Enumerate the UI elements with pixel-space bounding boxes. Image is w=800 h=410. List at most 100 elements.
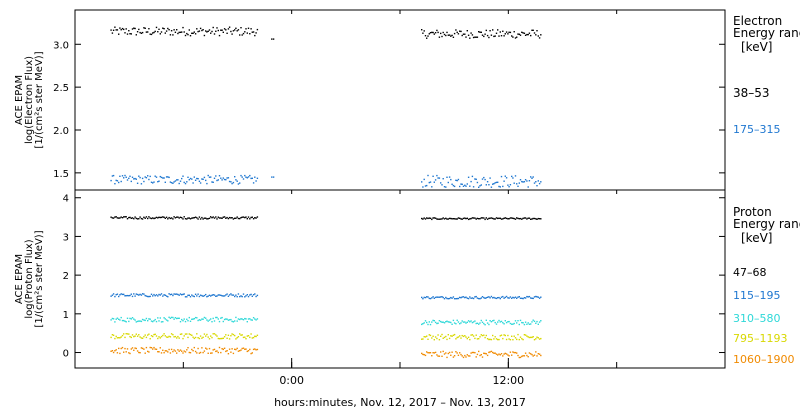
data-point xyxy=(459,323,461,325)
data-point xyxy=(196,352,198,354)
data-point xyxy=(212,181,214,183)
data-point xyxy=(206,296,208,298)
data-point xyxy=(424,185,427,187)
data-point xyxy=(188,217,190,219)
data-point xyxy=(475,218,477,220)
data-point xyxy=(201,337,203,339)
data-point xyxy=(513,322,515,325)
data-point xyxy=(135,347,137,350)
data-point xyxy=(500,35,503,37)
data-point xyxy=(251,177,253,179)
data-point xyxy=(178,31,180,34)
data-point xyxy=(133,27,135,29)
data-point xyxy=(235,316,237,319)
data-point xyxy=(434,321,437,324)
data-point xyxy=(136,31,139,33)
data-point xyxy=(478,323,480,325)
data-point xyxy=(183,181,185,184)
data-point xyxy=(451,297,453,299)
data-point xyxy=(129,294,131,297)
data-point xyxy=(436,337,438,340)
data-point xyxy=(507,321,509,323)
data-point xyxy=(227,177,230,179)
data-point xyxy=(428,217,430,219)
data-point xyxy=(499,186,501,188)
data-point xyxy=(222,320,224,323)
data-point xyxy=(134,216,136,218)
data-point xyxy=(443,186,446,188)
data-point xyxy=(481,34,484,36)
data-point xyxy=(149,295,151,298)
data-point xyxy=(464,321,466,323)
data-point xyxy=(426,184,428,187)
data-point xyxy=(124,347,126,350)
data-point xyxy=(478,186,480,188)
data-point xyxy=(172,316,174,319)
data-point xyxy=(120,29,122,31)
data-point xyxy=(216,295,218,297)
data-point xyxy=(206,348,208,350)
data-point xyxy=(148,28,150,30)
data-point xyxy=(149,217,151,219)
data-point xyxy=(167,296,169,298)
data-point xyxy=(144,319,146,322)
data-point xyxy=(194,216,197,218)
data-point xyxy=(176,179,178,181)
data-point xyxy=(495,217,498,219)
data-point xyxy=(189,352,192,354)
data-point xyxy=(230,30,232,33)
data-point xyxy=(186,218,188,220)
data-point xyxy=(540,320,542,322)
data-point xyxy=(493,338,495,340)
data-point xyxy=(230,181,232,183)
data-point xyxy=(226,293,228,295)
data-point xyxy=(217,294,219,296)
data-point xyxy=(478,338,480,340)
data-point xyxy=(523,217,526,219)
data-point xyxy=(464,184,466,186)
data-point xyxy=(272,38,275,40)
data-point xyxy=(489,320,491,322)
data-point xyxy=(240,217,242,219)
data-point xyxy=(524,334,527,336)
data-point xyxy=(210,176,212,178)
data-point xyxy=(205,217,207,219)
data-point xyxy=(421,352,423,355)
proton-legend-entry: 47–68 xyxy=(733,266,767,279)
data-point xyxy=(197,347,199,350)
data-point xyxy=(182,320,184,322)
data-point xyxy=(216,179,218,182)
data-point xyxy=(480,334,482,336)
data-point xyxy=(254,348,256,350)
data-point xyxy=(232,294,235,296)
data-point xyxy=(523,32,526,34)
data-point xyxy=(163,333,165,335)
data-point xyxy=(247,318,250,320)
data-point xyxy=(170,333,173,335)
data-point xyxy=(213,217,216,219)
data-point xyxy=(461,218,463,220)
data-point xyxy=(160,335,163,338)
data-point xyxy=(159,216,161,219)
data-point xyxy=(126,179,129,181)
data-point xyxy=(134,347,136,349)
data-point xyxy=(124,216,126,218)
data-point xyxy=(480,31,482,33)
data-point xyxy=(110,350,112,352)
data-point xyxy=(205,293,207,296)
data-point xyxy=(511,35,513,37)
data-point xyxy=(481,356,484,358)
data-point xyxy=(250,352,252,355)
data-point xyxy=(422,298,424,300)
data-point xyxy=(536,320,538,323)
data-point xyxy=(201,178,203,180)
data-point xyxy=(119,352,121,355)
data-point xyxy=(225,350,227,353)
data-point xyxy=(533,182,536,184)
data-point xyxy=(428,321,430,323)
data-point xyxy=(472,335,475,337)
data-point xyxy=(450,217,452,220)
data-point xyxy=(208,347,211,350)
data-point xyxy=(215,295,217,297)
data-point xyxy=(471,217,474,219)
